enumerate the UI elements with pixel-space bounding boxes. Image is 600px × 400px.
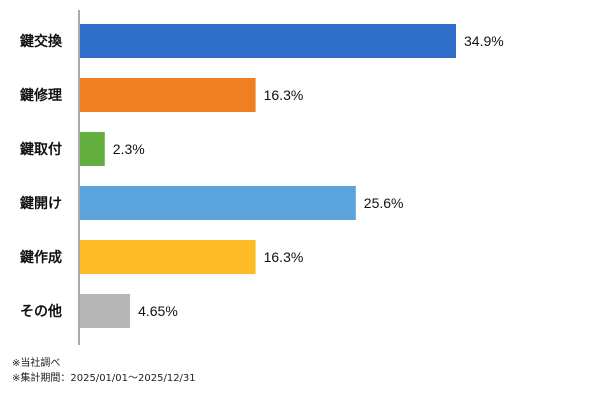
bar <box>80 240 256 274</box>
data-label: 25.6% <box>364 195 404 211</box>
category-label: 鍵修理 <box>20 87 62 104</box>
footnote-period: ※集計期間：2025/01/01～2025/12/31 <box>12 373 196 384</box>
category-label: 鍵開け <box>20 195 62 212</box>
data-label: 4.65% <box>138 303 178 319</box>
footnotes: ※当社調べ ※集計期間：2025/01/01～2025/12/31 <box>12 356 196 386</box>
category-label: 鍵作成 <box>20 249 62 266</box>
bar-chart: 鍵交換 34.9% 鍵修理 16.3% 鍵取付 2.3% 鍵開け 25.6% 鍵作成 16.3% そ… <box>20 10 504 345</box>
data-label: 2.3% <box>113 141 145 157</box>
bars-group: 鍵交換 34.9% 鍵修理 16.3% 鍵取付 2.3% 鍵開け 25.6% 鍵作成 16.3% そ… <box>20 24 504 328</box>
bar <box>80 294 131 328</box>
bar <box>80 78 256 112</box>
bar <box>80 24 456 58</box>
category-label: その他 <box>20 303 62 320</box>
data-label: 34.9% <box>464 33 504 49</box>
category-label: 鍵取付 <box>20 141 62 158</box>
bar <box>80 186 356 220</box>
category-label: 鍵交換 <box>20 33 63 50</box>
data-label: 16.3% <box>264 87 304 103</box>
bar <box>80 132 105 166</box>
data-label: 16.3% <box>264 249 304 265</box>
footnote-source: ※当社調べ <box>12 358 61 369</box>
